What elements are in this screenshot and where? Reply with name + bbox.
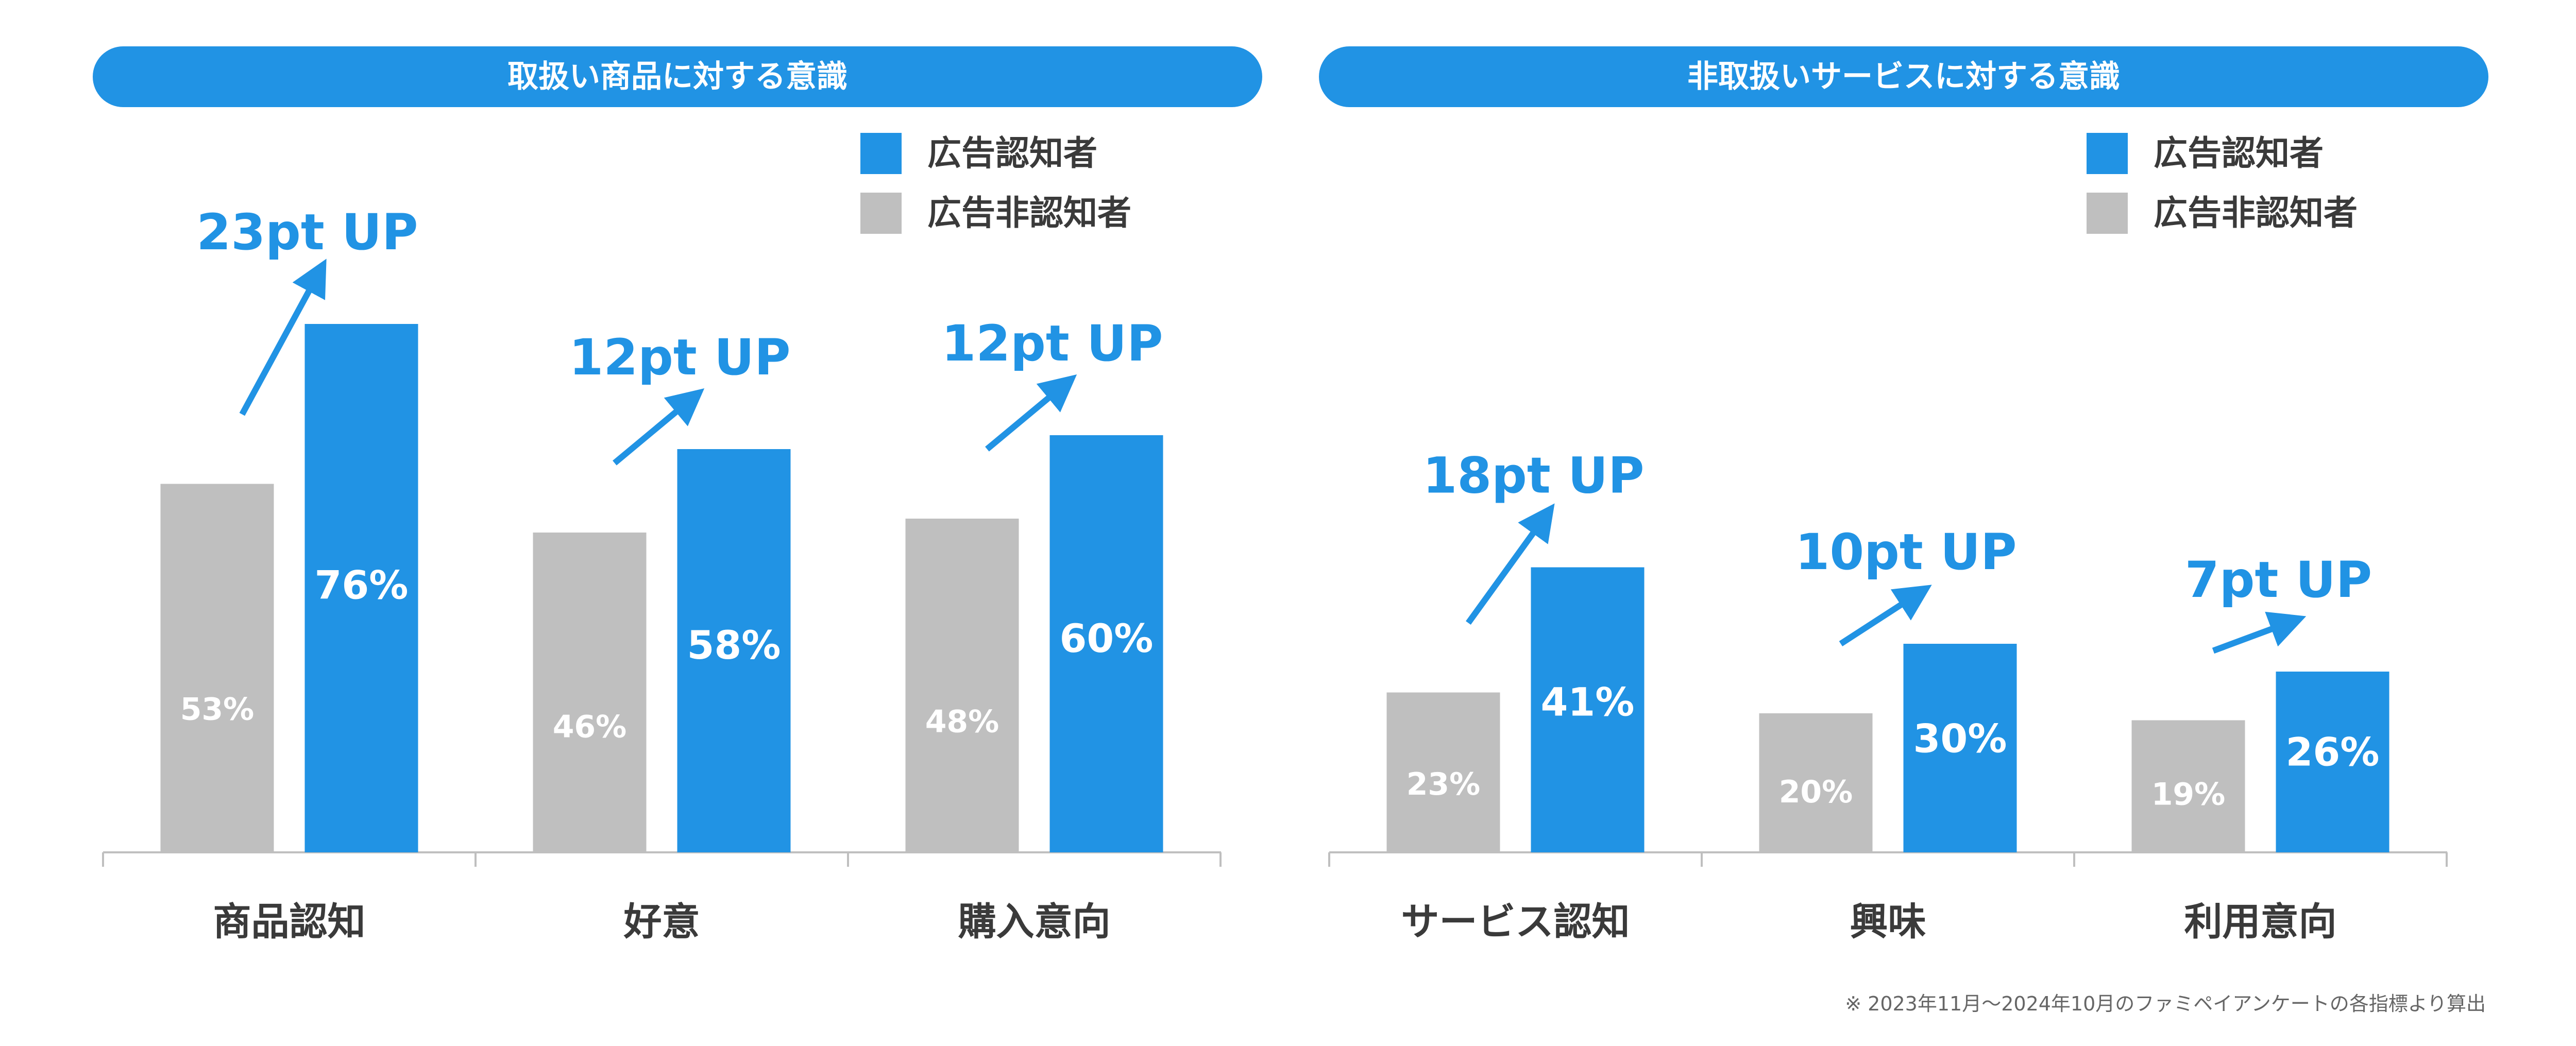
legend-label-unaware: 広告非認知者 bbox=[2154, 193, 2358, 233]
category-label: 興味 bbox=[1850, 900, 1926, 944]
data-label-aware: 76% bbox=[315, 562, 409, 608]
bar-unaware bbox=[1759, 713, 1873, 852]
bar-unaware bbox=[1386, 692, 1500, 852]
annotation-up: 12pt UP bbox=[942, 315, 1163, 372]
chart-panel-service: 非取扱いサービスに対する意識 広告認知者 広告非認知者 23% 41% サービス認知… bbox=[1319, 0, 2504, 979]
annotation-up: 10pt UP bbox=[1795, 523, 2017, 581]
data-label-aware: 30% bbox=[1913, 716, 2007, 762]
up-arrow bbox=[2212, 611, 2307, 654]
legend-swatch-aware bbox=[860, 133, 902, 174]
footnote: ※ 2023年11月～2024年10月のファミペイアンケートの各指標より算出 bbox=[1845, 992, 2486, 1015]
category-label: サービス認知 bbox=[1401, 900, 1630, 944]
data-label-aware: 41% bbox=[1541, 679, 1635, 725]
bar-aware bbox=[1903, 644, 2017, 852]
bar-unaware bbox=[905, 519, 1019, 852]
chart-title: 非取扱いサービスに対する意識 bbox=[1319, 46, 2488, 107]
legend-label-aware: 広告認知者 bbox=[2154, 133, 2324, 173]
category-label: 好意 bbox=[623, 900, 700, 944]
legend-swatch-unaware bbox=[860, 193, 902, 234]
bar-chart-service: 23% 41% サービス認知 18pt UP 20% 30% 興味 10pt UP 19% 26%… bbox=[1328, 447, 2448, 944]
annotation-up: 18pt UP bbox=[1423, 447, 1645, 505]
data-label-aware: 58% bbox=[687, 622, 781, 668]
data-label-aware: 26% bbox=[2286, 729, 2380, 775]
bar-aware bbox=[304, 324, 418, 852]
bar-unaware bbox=[160, 484, 274, 852]
data-label-aware: 60% bbox=[1060, 615, 1154, 661]
bar-aware bbox=[1049, 435, 1163, 852]
bar-unaware bbox=[2131, 720, 2245, 852]
category-label: 購入意向 bbox=[958, 900, 1111, 944]
chart-title: 取扱い商品に対する意識 bbox=[93, 46, 1262, 107]
annotation-up: 7pt UP bbox=[2185, 551, 2372, 609]
bar-aware bbox=[2276, 672, 2389, 852]
bar-aware bbox=[1531, 567, 1645, 852]
legend-label-aware: 広告認知者 bbox=[927, 133, 1097, 173]
data-label-unaware: 53% bbox=[180, 691, 255, 727]
up-arrow bbox=[1466, 503, 1555, 625]
legend-label-unaware: 広告非認知者 bbox=[927, 193, 1131, 233]
annotation-up: 12pt UP bbox=[569, 329, 791, 386]
data-label-unaware: 46% bbox=[553, 709, 627, 745]
up-arrow bbox=[985, 374, 1077, 452]
chart-panel-product: 取扱い商品に対する意識 広告認知者 広告非認知者 53% 76% 商品認知 23pt … bbox=[93, 0, 1278, 979]
data-label-unaware: 20% bbox=[1779, 774, 1853, 810]
data-label-unaware: 23% bbox=[1406, 766, 1481, 802]
up-arrow bbox=[613, 388, 705, 466]
data-label-unaware: 48% bbox=[925, 704, 999, 740]
legend-swatch-unaware bbox=[2087, 193, 2128, 234]
up-arrow bbox=[1839, 585, 1932, 647]
bar-aware bbox=[677, 449, 791, 852]
bar-chart-product: 53% 76% 商品認知 23pt UP 46% 58% 好意 12pt UP 48% 60% 購入… bbox=[102, 203, 1222, 944]
bar-unaware bbox=[533, 533, 647, 852]
category-label: 利用意向 bbox=[2184, 900, 2337, 944]
legend-swatch-aware bbox=[2087, 133, 2128, 174]
category-label: 商品認知 bbox=[213, 900, 366, 944]
annotation-up: 23pt UP bbox=[197, 203, 418, 261]
up-arrow bbox=[239, 259, 327, 416]
data-label-unaware: 19% bbox=[2151, 777, 2226, 813]
